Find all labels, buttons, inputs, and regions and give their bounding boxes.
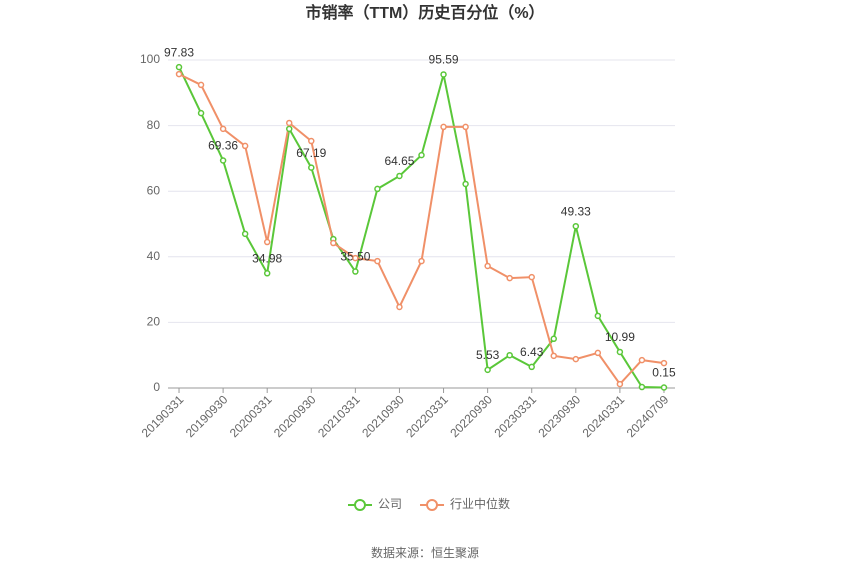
data-point [660, 384, 668, 391]
data-point [484, 262, 491, 270]
x-tick-label: 20230331 [491, 392, 539, 440]
data-point [219, 125, 227, 133]
data-label: 5.53 [476, 348, 500, 362]
data-point [374, 257, 381, 265]
legend-label: 行业中位数 [450, 496, 510, 511]
x-tick-label: 20190331 [139, 392, 187, 440]
data-point [484, 366, 491, 374]
y-tick-label: 80 [147, 118, 161, 132]
data-point [418, 257, 425, 265]
x-tick-label: 20220930 [447, 392, 495, 440]
data-point [594, 312, 602, 320]
data-point [352, 268, 359, 275]
data-label: 0.15 [652, 366, 676, 380]
y-tick-label: 40 [147, 249, 161, 263]
x-tick-label: 20230930 [536, 392, 584, 440]
data-label: 49.33 [561, 204, 591, 218]
data-point [197, 81, 205, 89]
data-point [462, 180, 469, 188]
y-tick-label: 100 [140, 52, 160, 66]
data-point [506, 351, 513, 359]
data-point [308, 164, 315, 171]
data-point [330, 239, 337, 247]
data-point [638, 356, 646, 364]
chart-title: 市销率（TTM）历史百分位（%） [305, 3, 544, 22]
data-point [396, 303, 403, 311]
data-point [616, 380, 624, 388]
legend-label: 公司 [378, 497, 402, 511]
data-point [197, 109, 205, 117]
data-point [572, 355, 580, 363]
y-tick-label: 60 [147, 183, 161, 197]
data-label: 6.43 [520, 345, 544, 359]
source-note: 数据来源：恒生聚源 [371, 545, 479, 560]
x-tick-label: 20200930 [271, 392, 319, 440]
legend-swatch [354, 499, 366, 511]
data-point [175, 63, 183, 71]
data-point [660, 359, 668, 367]
data-point [462, 123, 469, 131]
data-point [241, 230, 249, 238]
data-point [616, 348, 624, 356]
series-line [178, 66, 665, 389]
x-tick-label: 20200331 [227, 392, 275, 440]
data-point [594, 349, 602, 357]
data-point [219, 157, 227, 164]
x-tick-label: 20220331 [403, 392, 451, 440]
data-point [285, 119, 293, 127]
x-tick-label: 20210930 [359, 392, 407, 440]
data-point [263, 238, 271, 246]
data-point [175, 70, 183, 78]
legend-swatch [426, 499, 439, 511]
x-tick-label: 20240709 [624, 392, 672, 440]
data-point [506, 274, 513, 282]
data-label: 34.98 [252, 251, 282, 265]
data-point [528, 363, 535, 371]
data-point [374, 185, 381, 193]
data-point [418, 151, 425, 159]
data-label: 10.99 [605, 330, 635, 344]
data-point [440, 123, 447, 131]
data-label: 97.83 [164, 45, 194, 59]
x-tick-label: 20240331 [580, 392, 628, 440]
y-tick-label: 0 [153, 380, 160, 394]
x-tick-label: 20210331 [315, 392, 363, 440]
data-label: 67.19 [296, 146, 326, 160]
data-label: 64.65 [384, 154, 414, 168]
data-point [440, 71, 447, 78]
y-tick-label: 20 [147, 315, 161, 329]
data-label: 95.59 [429, 53, 459, 67]
data-point [263, 270, 271, 277]
data-point [396, 172, 403, 180]
data-point [308, 137, 315, 145]
data-point [638, 383, 646, 391]
data-label: 69.36 [208, 139, 238, 153]
data-point [352, 254, 359, 262]
data-point [572, 222, 580, 230]
x-tick-label: 20190930 [183, 392, 231, 440]
data-point [528, 273, 535, 281]
data-point [285, 125, 293, 133]
data-point [241, 142, 249, 150]
series-line [178, 73, 665, 386]
data-point [550, 352, 558, 360]
data-point [550, 335, 558, 343]
